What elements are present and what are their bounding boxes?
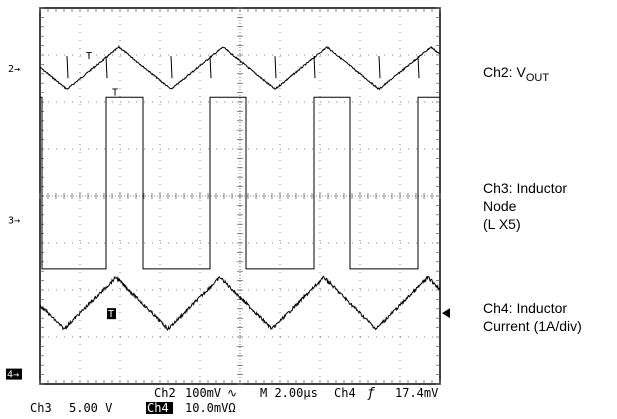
label-ch2: Ch2: VOUT — [483, 64, 549, 84]
readout-ch3-label: Ch3 — [30, 401, 52, 415]
trace-ch2-spike — [378, 56, 381, 79]
readout-trigger-channel: Ch4 — [334, 386, 356, 400]
readout-trigger-level: 17.4mV — [395, 386, 438, 400]
trace-ch2-spike — [274, 56, 277, 79]
readout-ch2-label: Ch2 — [154, 386, 176, 400]
channel-marker-ch4-box — [6, 368, 22, 380]
readout-trigger-slope: ƒ — [367, 386, 375, 401]
trace-ch4-inductor-current — [39, 275, 440, 332]
graticule — [39, 7, 441, 385]
channel-marker-ch4: 4→ — [7, 370, 19, 381]
trace-ch2-spike — [417, 56, 420, 79]
readout-ch4-scale: 10.0mVΩ — [185, 401, 236, 415]
label-ch2-subscript: OUT — [526, 72, 550, 84]
label-ch2-prefix: Ch2: V — [483, 64, 526, 80]
channel-marker-ch3: 3→ — [8, 216, 20, 227]
channel-marker-ch2: 2→ — [8, 64, 20, 75]
trace-ch2-spike — [209, 56, 212, 79]
trigger-marker-ch4: T — [108, 309, 114, 320]
trace-ch2-vout — [39, 44, 441, 91]
label-ch3-line2: Node — [483, 198, 517, 214]
trigger-marker-ch3: T — [112, 87, 118, 98]
label-ch3-line1: Ch3: Inductor — [483, 180, 567, 196]
label-ch4-line2: Current (1A/div) — [483, 318, 582, 334]
trigger-marker-ch4-box — [107, 308, 116, 320]
trace-ch2-spike — [66, 56, 69, 79]
label-ch3-line3: (L X5) — [483, 216, 521, 232]
readout-ch2-scale: 100mV — [185, 386, 221, 400]
trigger-level-arrow — [442, 308, 450, 319]
readout-ch3-scale: 5.00 V — [69, 401, 112, 415]
trace-ch3-inductor-node — [40, 96, 440, 270]
trace-ch2-spike — [170, 56, 173, 79]
trigger-marker-ch2: T — [86, 51, 92, 62]
traces — [39, 44, 441, 332]
readout-ch4-label: Ch4 — [147, 401, 169, 415]
trace-ch2-spike — [105, 56, 108, 79]
trace-ch2-spike — [313, 56, 316, 79]
channel-markers: T T T 2→ 3→ 4→ — [6, 51, 450, 381]
label-ch4-line1: Ch4: Inductor — [483, 300, 567, 316]
readout-ch4-highlight — [146, 402, 173, 414]
readout-timebase: M 2.00µs — [260, 386, 318, 400]
readout-ch2-coupling: ∿ — [227, 386, 237, 400]
